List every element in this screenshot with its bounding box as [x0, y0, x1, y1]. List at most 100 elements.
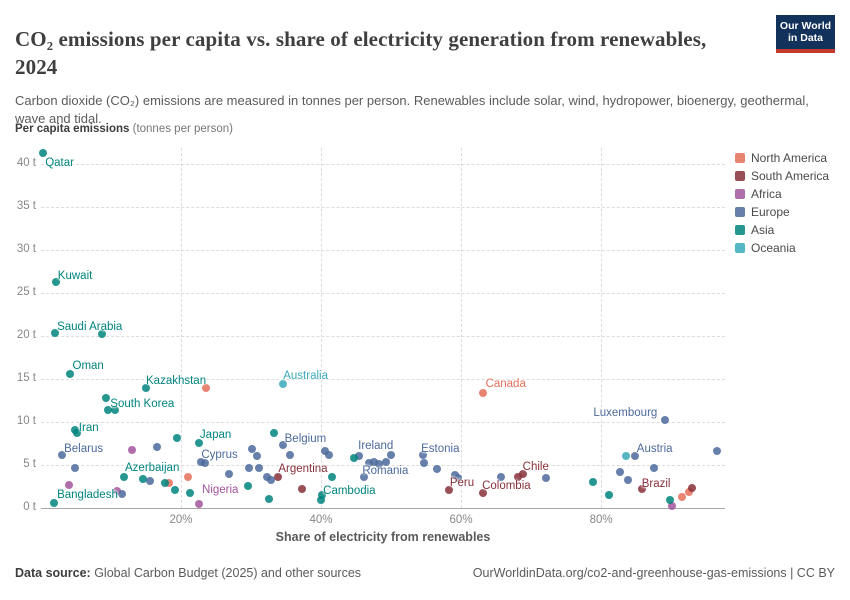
data-point-europe[interactable] [244, 463, 253, 472]
data-point-europe[interactable] [286, 450, 295, 459]
country-label-south-korea[interactable]: South Korea [110, 397, 175, 410]
data-point-asia[interactable] [605, 491, 614, 500]
data-point-europe[interactable] [266, 475, 275, 484]
data-point-asia[interactable] [270, 429, 279, 438]
data-point-europe[interactable] [370, 458, 379, 467]
data-point-brazil[interactable] [637, 485, 646, 494]
data-point-asia[interactable] [244, 482, 253, 491]
data-point-north-america[interactable] [184, 473, 193, 482]
data-point-colombia[interactable] [479, 489, 488, 498]
data-point-south-america[interactable] [298, 485, 307, 494]
data-point-north-america[interactable] [677, 492, 686, 501]
data-point-europe[interactable] [252, 452, 261, 461]
data-point-qatar[interactable] [39, 148, 48, 157]
data-point-asia[interactable] [172, 434, 181, 443]
legend-item-south-america[interactable]: South America [735, 167, 829, 185]
data-point-north-america[interactable] [165, 479, 174, 488]
country-label-belarus[interactable]: Belarus [64, 442, 104, 455]
country-label-azerbaijan[interactable]: Azerbaijan [125, 461, 180, 474]
data-point-europe[interactable] [117, 490, 126, 499]
data-point-europe[interactable] [255, 464, 264, 473]
data-point-europe[interactable] [71, 464, 80, 473]
data-point-argentina[interactable] [273, 473, 282, 482]
legend-item-africa[interactable]: Africa [735, 185, 829, 203]
data-point-kazakhstan[interactable] [142, 383, 150, 392]
data-point-europe[interactable] [623, 475, 632, 484]
legend-item-north-america[interactable]: North America [735, 149, 829, 167]
country-label-belgium[interactable]: Belgium [284, 433, 327, 446]
data-point-azerbaijan[interactable] [120, 473, 129, 482]
country-label-cambodia[interactable]: Cambodia [323, 484, 376, 497]
data-point-austria[interactable] [630, 451, 639, 460]
country-label-bangladesh[interactable]: Bangladesh [57, 489, 118, 502]
legend-item-europe[interactable]: Europe [735, 203, 829, 221]
data-point-europe[interactable] [432, 465, 441, 474]
data-point-asia[interactable] [349, 454, 358, 463]
data-point-peru[interactable] [445, 485, 454, 494]
data-point-asia[interactable] [170, 485, 179, 494]
data-point-europe[interactable] [247, 444, 256, 453]
data-point-bangladesh[interactable] [50, 498, 59, 507]
data-point-europe[interactable] [382, 457, 391, 466]
data-point-oman[interactable] [65, 369, 74, 378]
data-point-europe[interactable] [375, 460, 384, 469]
data-point-africa[interactable] [128, 445, 136, 454]
country-label-kuwait[interactable]: Kuwait [57, 269, 93, 282]
country-label-ireland[interactable]: Ireland [358, 440, 394, 453]
data-point-europe[interactable] [387, 450, 396, 459]
data-point-europe[interactable] [453, 473, 462, 482]
data-point-asia[interactable] [328, 473, 337, 482]
data-point-nigeria[interactable] [195, 499, 204, 508]
data-point-australia[interactable] [279, 380, 288, 389]
data-point-south-korea[interactable] [102, 393, 111, 402]
data-point-asia[interactable] [265, 495, 274, 504]
country-label-chile[interactable]: Chile [522, 460, 549, 473]
data-point-europe[interactable] [650, 463, 659, 472]
data-point-asia[interactable] [186, 489, 195, 498]
country-label-kazakhstan[interactable]: Kazakhstan [146, 374, 207, 387]
data-point-japan[interactable] [195, 438, 204, 447]
data-point-europe[interactable] [496, 473, 505, 482]
data-point-africa[interactable] [113, 486, 122, 495]
data-point-africa[interactable] [668, 502, 677, 511]
data-point-belgium[interactable] [279, 441, 288, 450]
data-point-europe[interactable] [615, 467, 624, 476]
data-point-asia[interactable] [97, 330, 106, 339]
country-label-oman[interactable]: Oman [72, 360, 104, 373]
country-label-estonia[interactable]: Estonia [421, 442, 460, 455]
data-point-asia[interactable] [111, 405, 120, 414]
data-point-europe[interactable] [365, 459, 374, 468]
country-label-luxembourg[interactable]: Luxembourg [593, 406, 658, 419]
country-label-romania[interactable]: Romania [362, 464, 409, 477]
country-label-saudi-arabia[interactable]: Saudi Arabia [57, 321, 123, 334]
data-point-ireland[interactable] [354, 451, 363, 460]
data-point-asia[interactable] [103, 405, 112, 414]
data-point-oceania[interactable] [621, 451, 630, 460]
data-point-asia[interactable] [588, 478, 597, 487]
data-point-europe[interactable] [200, 459, 209, 468]
footer-citation-link[interactable]: OurWorldinData.org/co2-and-greenhouse-ga… [472, 566, 835, 580]
data-point-saudi-arabia[interactable] [51, 328, 59, 337]
data-point-asia[interactable] [160, 479, 169, 488]
data-point-europe[interactable] [225, 469, 234, 478]
data-point-belarus[interactable] [58, 450, 66, 459]
country-label-peru[interactable]: Peru [449, 477, 475, 490]
data-point-asia[interactable] [138, 474, 147, 483]
country-label-argentina[interactable]: Argentina [278, 463, 328, 476]
data-point-asia[interactable] [72, 429, 81, 438]
country-label-colombia[interactable]: Colombia [482, 479, 531, 492]
country-label-canada[interactable]: Canada [485, 378, 526, 391]
data-point-europe[interactable] [152, 442, 161, 451]
data-point-europe[interactable] [713, 447, 722, 456]
data-point-canada[interactable] [479, 388, 488, 397]
legend-item-oceania[interactable]: Oceania [735, 239, 829, 257]
data-point-north-america[interactable] [684, 487, 693, 496]
data-point-south-america[interactable] [513, 473, 522, 482]
data-point-luxembourg[interactable] [661, 416, 670, 425]
legend-item-asia[interactable]: Asia [735, 221, 829, 239]
data-point-romania[interactable] [360, 473, 369, 482]
data-point-europe[interactable] [419, 459, 428, 468]
country-label-cyprus[interactable]: Cyprus [201, 448, 238, 461]
data-point-kuwait[interactable] [51, 277, 60, 286]
data-point-chile[interactable] [518, 469, 527, 478]
